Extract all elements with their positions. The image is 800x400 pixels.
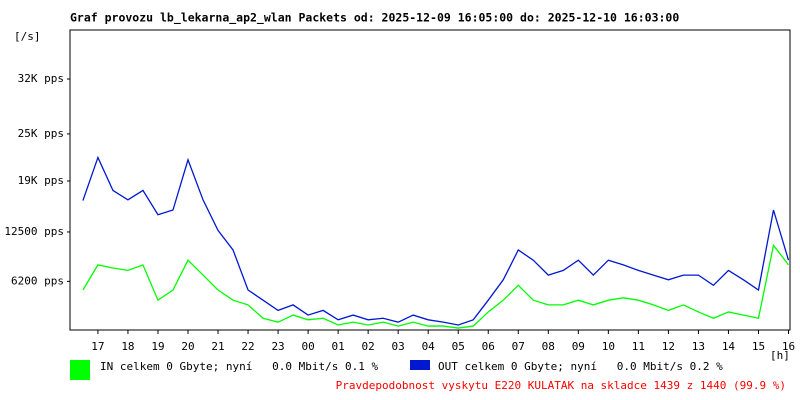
x-tick-label: 20 <box>181 340 194 353</box>
y-axis-label: [/s] <box>14 30 41 43</box>
x-tick-label: 22 <box>241 340 254 353</box>
x-tick-label: 06 <box>482 340 495 353</box>
note: Pravdepodobnost vyskytu E220 KULATAK na … <box>336 379 786 392</box>
x-tick-label: 09 <box>572 340 585 353</box>
x-tick-label: 19 <box>151 340 164 353</box>
x-tick-label: 05 <box>452 340 465 353</box>
x-tick-label: 12 <box>662 340 675 353</box>
x-tick-label: 16 <box>782 340 795 353</box>
x-tick-label: 18 <box>121 340 134 353</box>
x-tick-label: 01 <box>331 340 344 353</box>
x-axis-label: [h] <box>770 349 790 362</box>
legend-entry: OUT celkem 0 Gbyte; nyní 0.0 Mbit/s 0.2 … <box>438 360 723 373</box>
x-tick-label: 14 <box>722 340 736 353</box>
legend-swatch <box>70 360 90 380</box>
chart-title: Graf provozu lb_lekarna_ap2_wlan Packets… <box>70 11 679 26</box>
y-tick-label: 6200 pps <box>11 274 64 287</box>
legend-entry: IN celkem 0 Gbyte; nyní 0.0 Mbit/s 0.1 % <box>100 360 379 373</box>
x-tick-label: 02 <box>362 340 375 353</box>
plot-frame <box>69 29 791 331</box>
x-tick-label: 08 <box>542 340 555 353</box>
x-tick-label: 15 <box>752 340 765 353</box>
x-tick-label: 04 <box>422 340 436 353</box>
x-tick-label: 23 <box>271 340 284 353</box>
x-tick-label: 03 <box>392 340 405 353</box>
x-tick-label: 17 <box>91 340 104 353</box>
x-tick-label: 21 <box>211 340 224 353</box>
x-tick-label: 11 <box>632 340 645 353</box>
y-tick-label: 19K pps <box>18 174 64 187</box>
x-tick-label: 13 <box>692 340 705 353</box>
x-tick-label: 10 <box>602 340 615 353</box>
legend-swatch <box>410 360 430 370</box>
x-tick-label: 07 <box>512 340 525 353</box>
x-tick-label: 00 <box>301 340 314 353</box>
y-tick-label: 12500 pps <box>4 225 64 238</box>
series-line <box>82 155 790 326</box>
y-tick-label: 32K pps <box>18 72 64 85</box>
y-tick-label: 25K pps <box>18 127 64 140</box>
series-line <box>82 243 790 329</box>
